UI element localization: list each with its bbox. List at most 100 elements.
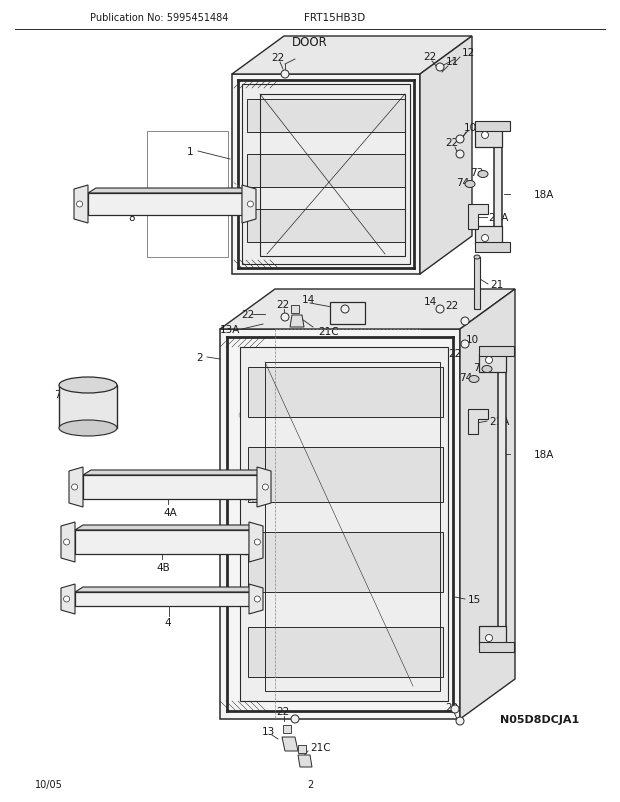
Circle shape — [291, 715, 299, 723]
Text: 15: 15 — [468, 594, 481, 604]
Text: 2: 2 — [197, 353, 203, 363]
Text: 1: 1 — [187, 147, 193, 157]
Text: 21A: 21A — [488, 213, 508, 223]
Text: 2: 2 — [307, 779, 313, 789]
Text: 22: 22 — [241, 310, 255, 320]
Polygon shape — [247, 210, 405, 243]
Text: 14: 14 — [423, 297, 436, 306]
Circle shape — [436, 64, 444, 72]
Text: 10: 10 — [466, 334, 479, 345]
Text: 74: 74 — [459, 373, 472, 383]
Text: 8: 8 — [129, 213, 135, 223]
Text: 4: 4 — [165, 618, 171, 627]
Polygon shape — [257, 468, 271, 508]
Polygon shape — [232, 75, 420, 274]
Polygon shape — [75, 525, 257, 530]
Circle shape — [485, 357, 492, 364]
Text: 12: 12 — [461, 48, 475, 58]
Text: Publication No: 5995451484: Publication No: 5995451484 — [90, 13, 228, 23]
Text: 22: 22 — [445, 301, 459, 310]
Polygon shape — [475, 122, 510, 132]
Circle shape — [482, 235, 489, 242]
Polygon shape — [248, 367, 443, 418]
Text: 4B: 4B — [156, 562, 170, 573]
Text: 10: 10 — [463, 123, 477, 133]
Circle shape — [281, 71, 289, 79]
Circle shape — [341, 306, 349, 314]
Bar — [291, 306, 299, 314]
Text: 22: 22 — [448, 349, 462, 358]
Circle shape — [281, 314, 289, 322]
Ellipse shape — [478, 172, 488, 178]
Polygon shape — [249, 522, 263, 562]
Polygon shape — [282, 737, 298, 751]
Polygon shape — [242, 186, 256, 224]
Polygon shape — [74, 186, 88, 224]
Bar — [298, 745, 306, 753]
Polygon shape — [69, 468, 83, 508]
Polygon shape — [468, 410, 488, 435]
Circle shape — [456, 151, 464, 159]
Circle shape — [77, 202, 82, 208]
Bar — [283, 725, 291, 733]
Circle shape — [485, 634, 492, 642]
Text: 10/05: 10/05 — [35, 779, 63, 789]
Text: 22: 22 — [272, 53, 285, 63]
Polygon shape — [249, 585, 263, 614]
Circle shape — [71, 484, 78, 490]
Polygon shape — [474, 257, 480, 310]
Polygon shape — [475, 130, 502, 148]
Text: 22: 22 — [445, 138, 459, 148]
Text: 22: 22 — [423, 52, 436, 62]
Text: DOOR: DOOR — [292, 35, 328, 48]
Circle shape — [456, 717, 464, 725]
Text: 21: 21 — [490, 280, 503, 290]
Ellipse shape — [465, 181, 475, 188]
Polygon shape — [248, 448, 443, 502]
Text: 11: 11 — [445, 57, 459, 67]
Circle shape — [451, 705, 459, 713]
Polygon shape — [61, 522, 75, 562]
Text: N05D8DCJA1: N05D8DCJA1 — [500, 714, 579, 724]
Text: 13A: 13A — [219, 325, 240, 334]
Polygon shape — [88, 188, 250, 194]
Ellipse shape — [59, 420, 117, 436]
Text: 18A: 18A — [534, 190, 554, 200]
Polygon shape — [479, 346, 514, 357]
Text: 21C: 21C — [310, 742, 330, 752]
Polygon shape — [75, 587, 257, 592]
Polygon shape — [475, 227, 502, 245]
Polygon shape — [61, 585, 75, 614]
Ellipse shape — [482, 366, 492, 373]
Circle shape — [456, 136, 464, 144]
Polygon shape — [290, 316, 304, 327]
Polygon shape — [83, 476, 257, 500]
Polygon shape — [479, 642, 514, 652]
Circle shape — [64, 539, 69, 545]
Polygon shape — [475, 243, 510, 253]
Text: eReplacementParts.com: eReplacementParts.com — [238, 408, 382, 421]
Text: 73: 73 — [471, 168, 484, 178]
Circle shape — [461, 341, 469, 349]
Polygon shape — [232, 37, 472, 75]
Circle shape — [254, 596, 260, 602]
Polygon shape — [83, 471, 265, 476]
Text: 13: 13 — [262, 726, 275, 736]
Text: 4A: 4A — [163, 508, 177, 517]
Circle shape — [64, 596, 69, 602]
Text: 22: 22 — [277, 300, 290, 310]
Circle shape — [247, 202, 254, 208]
Text: 14: 14 — [301, 294, 314, 305]
Polygon shape — [479, 626, 506, 644]
Text: 18A: 18A — [534, 449, 554, 460]
Text: 73: 73 — [474, 363, 487, 373]
Text: 21A: 21A — [489, 416, 510, 427]
Text: 74: 74 — [456, 178, 469, 188]
Polygon shape — [220, 290, 515, 330]
Polygon shape — [498, 370, 506, 630]
Circle shape — [262, 484, 268, 490]
Polygon shape — [420, 37, 472, 274]
Circle shape — [436, 306, 444, 314]
Polygon shape — [88, 194, 242, 216]
Circle shape — [254, 539, 260, 545]
